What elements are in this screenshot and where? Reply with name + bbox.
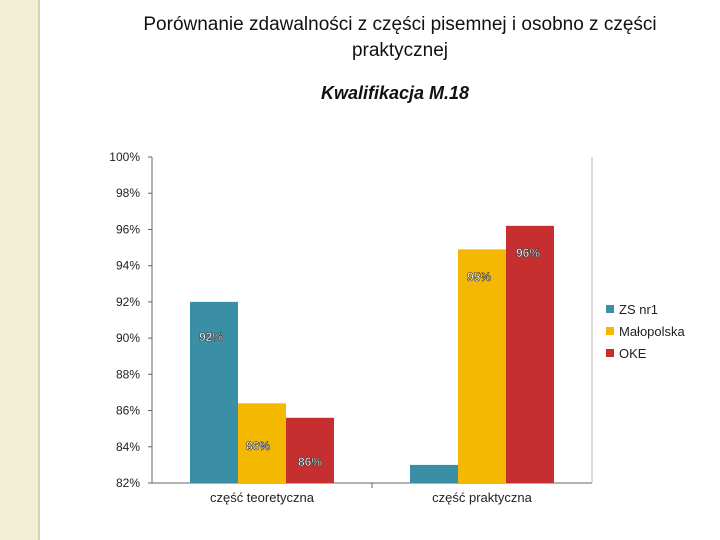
y-tick-label: 98% [116, 186, 140, 200]
y-tick-label: 90% [116, 331, 140, 345]
data-label: 96% [516, 246, 540, 260]
decorative-side-border [38, 0, 40, 540]
y-tick-label: 82% [116, 476, 140, 490]
page-title: Porównanie zdawalności z części pisemnej… [143, 14, 657, 61]
bar [238, 403, 286, 483]
bar [410, 464, 458, 483]
legend-label-zs: ZS nr1 [619, 301, 659, 317]
y-tick-label: 92% [116, 295, 140, 309]
x-category-label: część teoretyczna [210, 490, 315, 505]
legend-item-oke: OKE [606, 342, 685, 364]
data-label: 86% [246, 439, 270, 453]
y-tick-label: 96% [116, 222, 140, 236]
legend-swatch-oke [606, 349, 614, 357]
bar [190, 301, 238, 483]
bar [506, 225, 554, 484]
legend-item-malopolska: Małopolska [606, 320, 685, 342]
legend-item-zs: ZS nr1 [606, 298, 685, 320]
y-tick-label: 88% [116, 367, 140, 381]
y-tick-label: 84% [116, 440, 140, 454]
bar [458, 249, 506, 483]
x-category-label: część praktyczna [432, 490, 532, 505]
y-tick-label: 94% [116, 259, 140, 273]
data-label: 86% [298, 455, 322, 469]
data-label: 92% [199, 330, 223, 344]
y-tick-label: 100% [109, 150, 140, 164]
chart-legend: ZS nr1 Małopolska OKE [606, 298, 685, 364]
y-tick-label: 86% [116, 404, 140, 418]
data-label: 95% [467, 270, 491, 284]
legend-label-malopolska: Małopolska [619, 323, 685, 339]
decorative-side-band [0, 0, 38, 540]
chart-subtitle: Kwalifikacja M.18 [320, 83, 470, 103]
legend-swatch-zs [606, 305, 614, 313]
legend-swatch-malopolska [606, 327, 614, 335]
legend-label-oke: OKE [619, 345, 647, 361]
bar [286, 417, 334, 483]
